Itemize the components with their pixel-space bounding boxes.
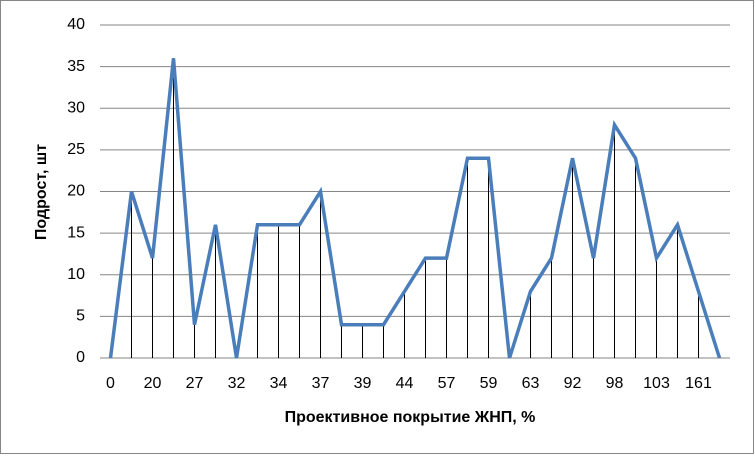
x-tick-label: 92 (564, 375, 582, 392)
x-tick-label: 32 (228, 375, 246, 392)
x-tick-label: 59 (480, 375, 498, 392)
x-tick-label: 34 (270, 375, 288, 392)
y-axis-title: Подрост, шт (33, 144, 50, 240)
x-tick-label: 161 (685, 375, 712, 392)
y-tick-label: 35 (67, 58, 85, 75)
x-tick-label: 37 (312, 375, 330, 392)
y-tick-label: 25 (67, 141, 85, 158)
data-line (108, 58, 722, 359)
x-tick-label: 0 (106, 375, 115, 392)
x-tick-label: 27 (186, 375, 204, 392)
x-tick-label: 63 (522, 375, 540, 392)
x-tick-label: 39 (354, 375, 372, 392)
y-tick-label: 0 (76, 349, 85, 366)
y-tick-label: 10 (67, 266, 85, 283)
x-axis-title: Проективное покрытие ЖНП, % (285, 409, 536, 426)
x-tick-label: 44 (396, 375, 414, 392)
y-tick-label: 15 (67, 224, 85, 241)
x-tick-label: 98 (606, 375, 624, 392)
x-tick-label: 20 (144, 375, 162, 392)
y-tick-label: 30 (67, 99, 85, 116)
y-tick-label: 40 (67, 16, 85, 33)
x-tick-label: 57 (438, 375, 456, 392)
y-tick-label: 5 (76, 308, 85, 325)
y-tick-label: 20 (67, 183, 85, 200)
x-tick-label: 103 (643, 375, 670, 392)
